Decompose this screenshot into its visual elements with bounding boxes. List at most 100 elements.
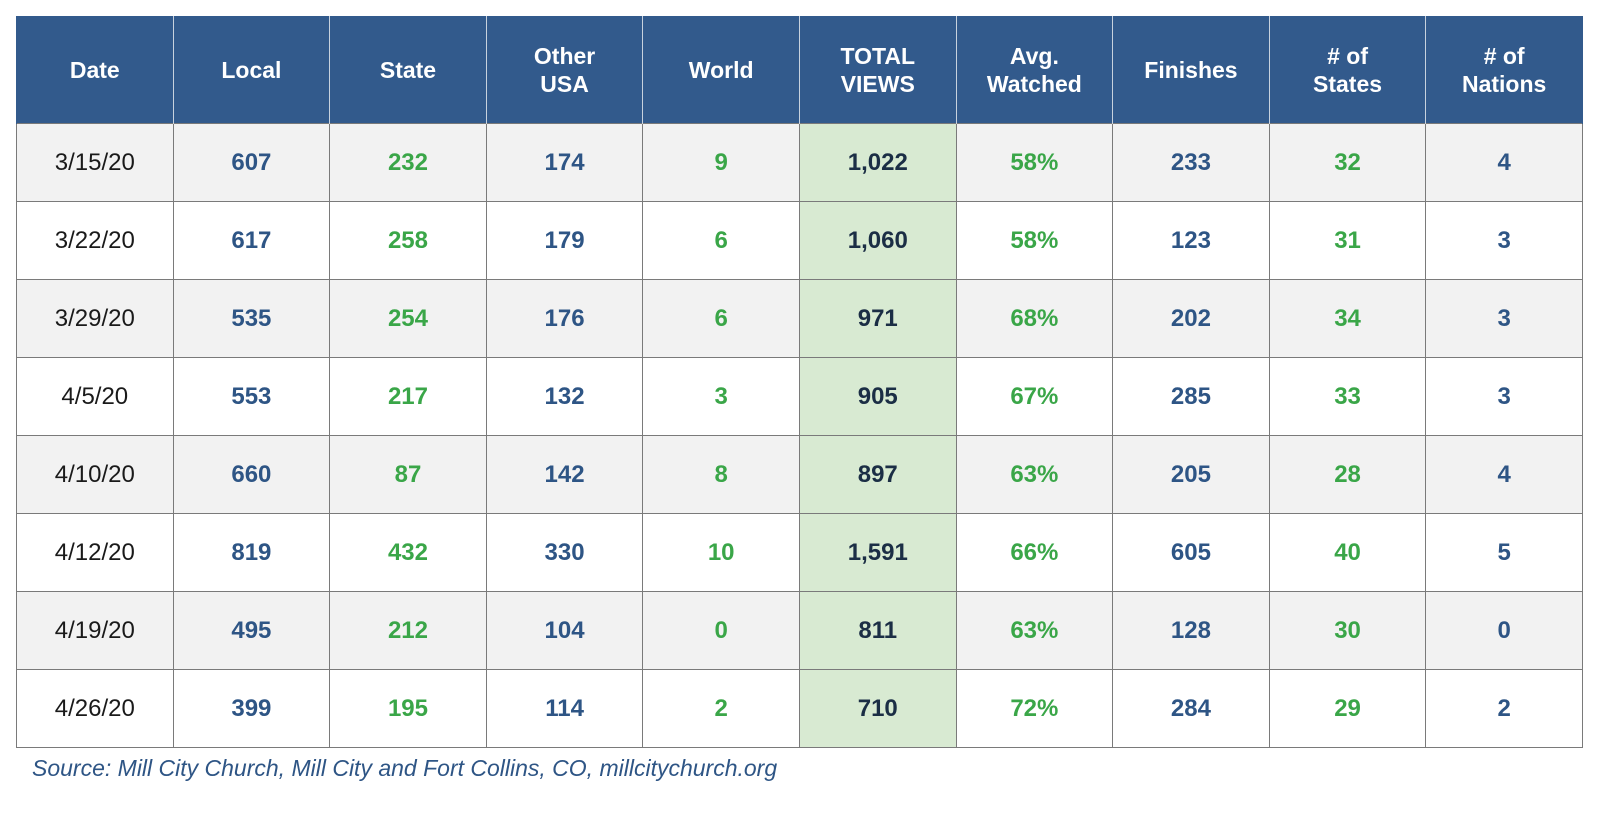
column-header: State <box>329 16 487 124</box>
column-header: Other USA <box>485 16 644 124</box>
column-header: World <box>642 16 800 124</box>
column-header: # of Nations <box>1425 16 1583 124</box>
table-cell: 330 <box>485 513 644 592</box>
table-body: 3/15/20 607 232 174 9 1,022 58% 233 32 4 3/22/20 61… <box>16 123 1583 748</box>
column-header-line: Local <box>221 57 282 83</box>
table-cell: 40 <box>1268 513 1427 592</box>
column-header: TOTAL VIEWS <box>798 16 957 124</box>
column-header-line: States <box>1313 71 1383 97</box>
table-cell: 617 <box>172 201 331 280</box>
table-cell: 2 <box>1425 669 1583 748</box>
table-cell: 285 <box>1112 357 1270 436</box>
table-cell: 212 <box>329 591 487 670</box>
date-cell: 4/12/20 <box>16 513 174 592</box>
column-header: # of States <box>1268 16 1427 124</box>
table-cell: 553 <box>172 357 331 436</box>
table-cell: 811 <box>798 591 957 670</box>
table-cell: 32 <box>1268 123 1427 202</box>
table-cell: 399 <box>172 669 331 748</box>
column-header-line: Date <box>69 57 120 83</box>
column-header-line: Nations <box>1461 71 1547 97</box>
table-cell: 87 <box>329 435 487 514</box>
table-cell: 8 <box>642 435 800 514</box>
table-cell: 2 <box>642 669 800 748</box>
column-header-line: State <box>379 57 437 83</box>
column-header-line: Watched <box>986 71 1082 97</box>
table-cell: 63% <box>955 435 1114 514</box>
table-cell: 128 <box>1112 591 1270 670</box>
table-cell: 284 <box>1112 669 1270 748</box>
column-header: Avg. Watched <box>955 16 1114 124</box>
table-cell: 58% <box>955 201 1114 280</box>
table-cell: 58% <box>955 123 1114 202</box>
table-cell: 254 <box>329 279 487 358</box>
table-cell: 710 <box>798 669 957 748</box>
column-header-line: Other <box>533 43 596 69</box>
table-cell: 607 <box>172 123 331 202</box>
table-cell: 1,060 <box>798 201 957 280</box>
table-cell: 897 <box>798 435 957 514</box>
date-cell: 4/26/20 <box>16 669 174 748</box>
column-header-line: # of <box>1483 43 1525 69</box>
table-cell: 4 <box>1425 435 1583 514</box>
column-header-line: VIEWS <box>840 71 915 97</box>
table-cell: 202 <box>1112 279 1270 358</box>
column-header-line: TOTAL <box>840 43 916 69</box>
column-header-line: # of <box>1327 43 1368 69</box>
table-cell: 30 <box>1268 591 1427 670</box>
table-cell: 3 <box>1425 279 1583 358</box>
table-cell: 0 <box>642 591 800 670</box>
table-cell: 495 <box>172 591 331 670</box>
table-row: 4/5/20 553 217 132 3 905 67% 285 33 3 <box>16 357 1583 436</box>
table-cell: 29 <box>1268 669 1427 748</box>
date-cell: 3/29/20 <box>16 279 174 358</box>
table-cell: 0 <box>1425 591 1583 670</box>
table-cell: 174 <box>485 123 644 202</box>
table-cell: 63% <box>955 591 1114 670</box>
table-cell: 1,591 <box>798 513 957 592</box>
table-cell: 195 <box>329 669 487 748</box>
date-cell: 3/15/20 <box>16 123 174 202</box>
table-cell: 4 <box>1425 123 1583 202</box>
table-row: 4/26/20 399 195 114 2 710 72% 284 29 2 <box>16 669 1583 748</box>
date-cell: 4/5/20 <box>16 357 174 436</box>
table-row: 4/12/20 819 432 330 10 1,591 66% 605 40 5 <box>16 513 1583 592</box>
table-cell: 905 <box>798 357 957 436</box>
table-cell: 66% <box>955 513 1114 592</box>
views-table: Date Local State Other USA World TOTAL VIEWS Avg… <box>16 16 1583 748</box>
column-header-line: USA <box>540 71 589 97</box>
table-cell: 233 <box>1112 123 1270 202</box>
table-cell: 67% <box>955 357 1114 436</box>
views-table-container: Date Local State Other USA World TOTAL VIEWS Avg… <box>16 16 1583 748</box>
table-cell: 33 <box>1268 357 1427 436</box>
table-row: 3/29/20 535 254 176 6 971 68% 202 34 3 <box>16 279 1583 358</box>
date-cell: 3/22/20 <box>16 201 174 280</box>
date-cell: 4/10/20 <box>16 435 174 514</box>
source-note: Source: Mill City Church, Mill City and … <box>32 755 778 781</box>
header-row: Date Local State Other USA World TOTAL VIEWS Avg… <box>16 16 1583 124</box>
column-header: Local <box>172 16 331 124</box>
table-cell: 176 <box>485 279 644 358</box>
table-cell: 605 <box>1112 513 1270 592</box>
table-cell: 535 <box>172 279 331 358</box>
table-cell: 6 <box>642 201 800 280</box>
table-cell: 72% <box>955 669 1114 748</box>
table-cell: 232 <box>329 123 487 202</box>
table-cell: 819 <box>172 513 331 592</box>
table-row: 4/19/20 495 212 104 0 811 63% 128 30 0 <box>16 591 1583 670</box>
table-row: 4/10/20 660 87 142 8 897 63% 205 28 4 <box>16 435 1583 514</box>
table-cell: 660 <box>172 435 331 514</box>
column-header: Date <box>16 16 174 124</box>
column-header-line: Avg. <box>1009 43 1059 69</box>
column-header-line: World <box>688 57 754 83</box>
table-cell: 132 <box>485 357 644 436</box>
table-cell: 68% <box>955 279 1114 358</box>
table-cell: 104 <box>485 591 644 670</box>
table-cell: 10 <box>642 513 800 592</box>
table-cell: 179 <box>485 201 644 280</box>
table-header: Date Local State Other USA World TOTAL VIEWS Avg… <box>16 16 1583 124</box>
table-row: 3/15/20 607 232 174 9 1,022 58% 233 32 4 <box>16 123 1583 202</box>
table-cell: 217 <box>329 357 487 436</box>
column-header-line: Finishes <box>1144 57 1238 83</box>
table-cell: 28 <box>1268 435 1427 514</box>
